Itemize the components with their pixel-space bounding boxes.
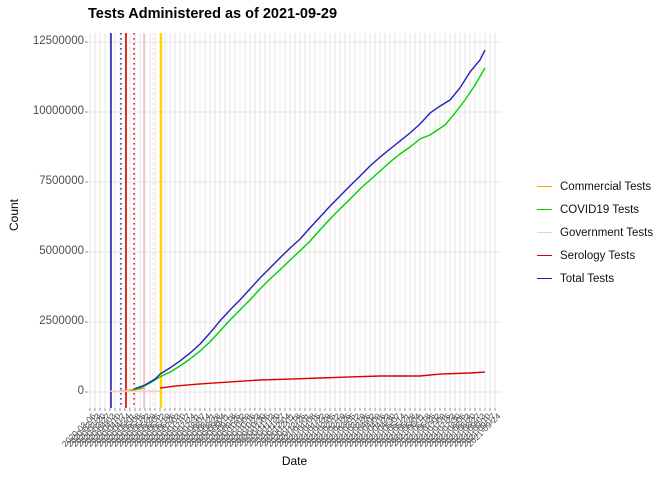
y-tick-label: 2500000 [39, 315, 84, 327]
legend-key-line [537, 186, 552, 187]
legend-item: Government Tests [537, 221, 653, 244]
y-tick-label: 0 [77, 385, 84, 397]
legend-key-line [537, 232, 552, 233]
legend-key-line [537, 209, 552, 210]
series-line-covid19-tests [129, 67, 486, 392]
legend-item: COVID19 Tests [537, 198, 653, 221]
y-tick-label: 5000000 [39, 245, 84, 257]
y-tick-label: 10000000 [32, 105, 84, 117]
y-tick-label: 7500000 [39, 175, 84, 187]
x-axis-title: Date [281, 454, 308, 468]
legend-label: Total Tests [560, 272, 615, 285]
plot-panel [85, 33, 501, 411]
series-line-serology-tests [159, 371, 486, 389]
legend-key-line [537, 255, 552, 256]
legend-label: Serology Tests [560, 249, 636, 262]
series-line-total-tests [134, 49, 486, 390]
legend-label: Commercial Tests [560, 180, 652, 193]
legend-item: Serology Tests [537, 244, 653, 267]
legend-key-line [537, 278, 552, 279]
legend-label: COVID19 Tests [560, 203, 640, 216]
y-tick-label: 12500000 [32, 35, 84, 47]
legend-label: Government Tests [560, 226, 654, 239]
legend-item: Commercial Tests [537, 175, 653, 198]
legend-item: Total Tests [537, 267, 653, 290]
plot-area [85, 33, 501, 411]
legend: Commercial Tests COVID19 Tests Government … [537, 175, 653, 290]
chart-title: Tests Administered as of 2021-09-29 [88, 6, 338, 22]
